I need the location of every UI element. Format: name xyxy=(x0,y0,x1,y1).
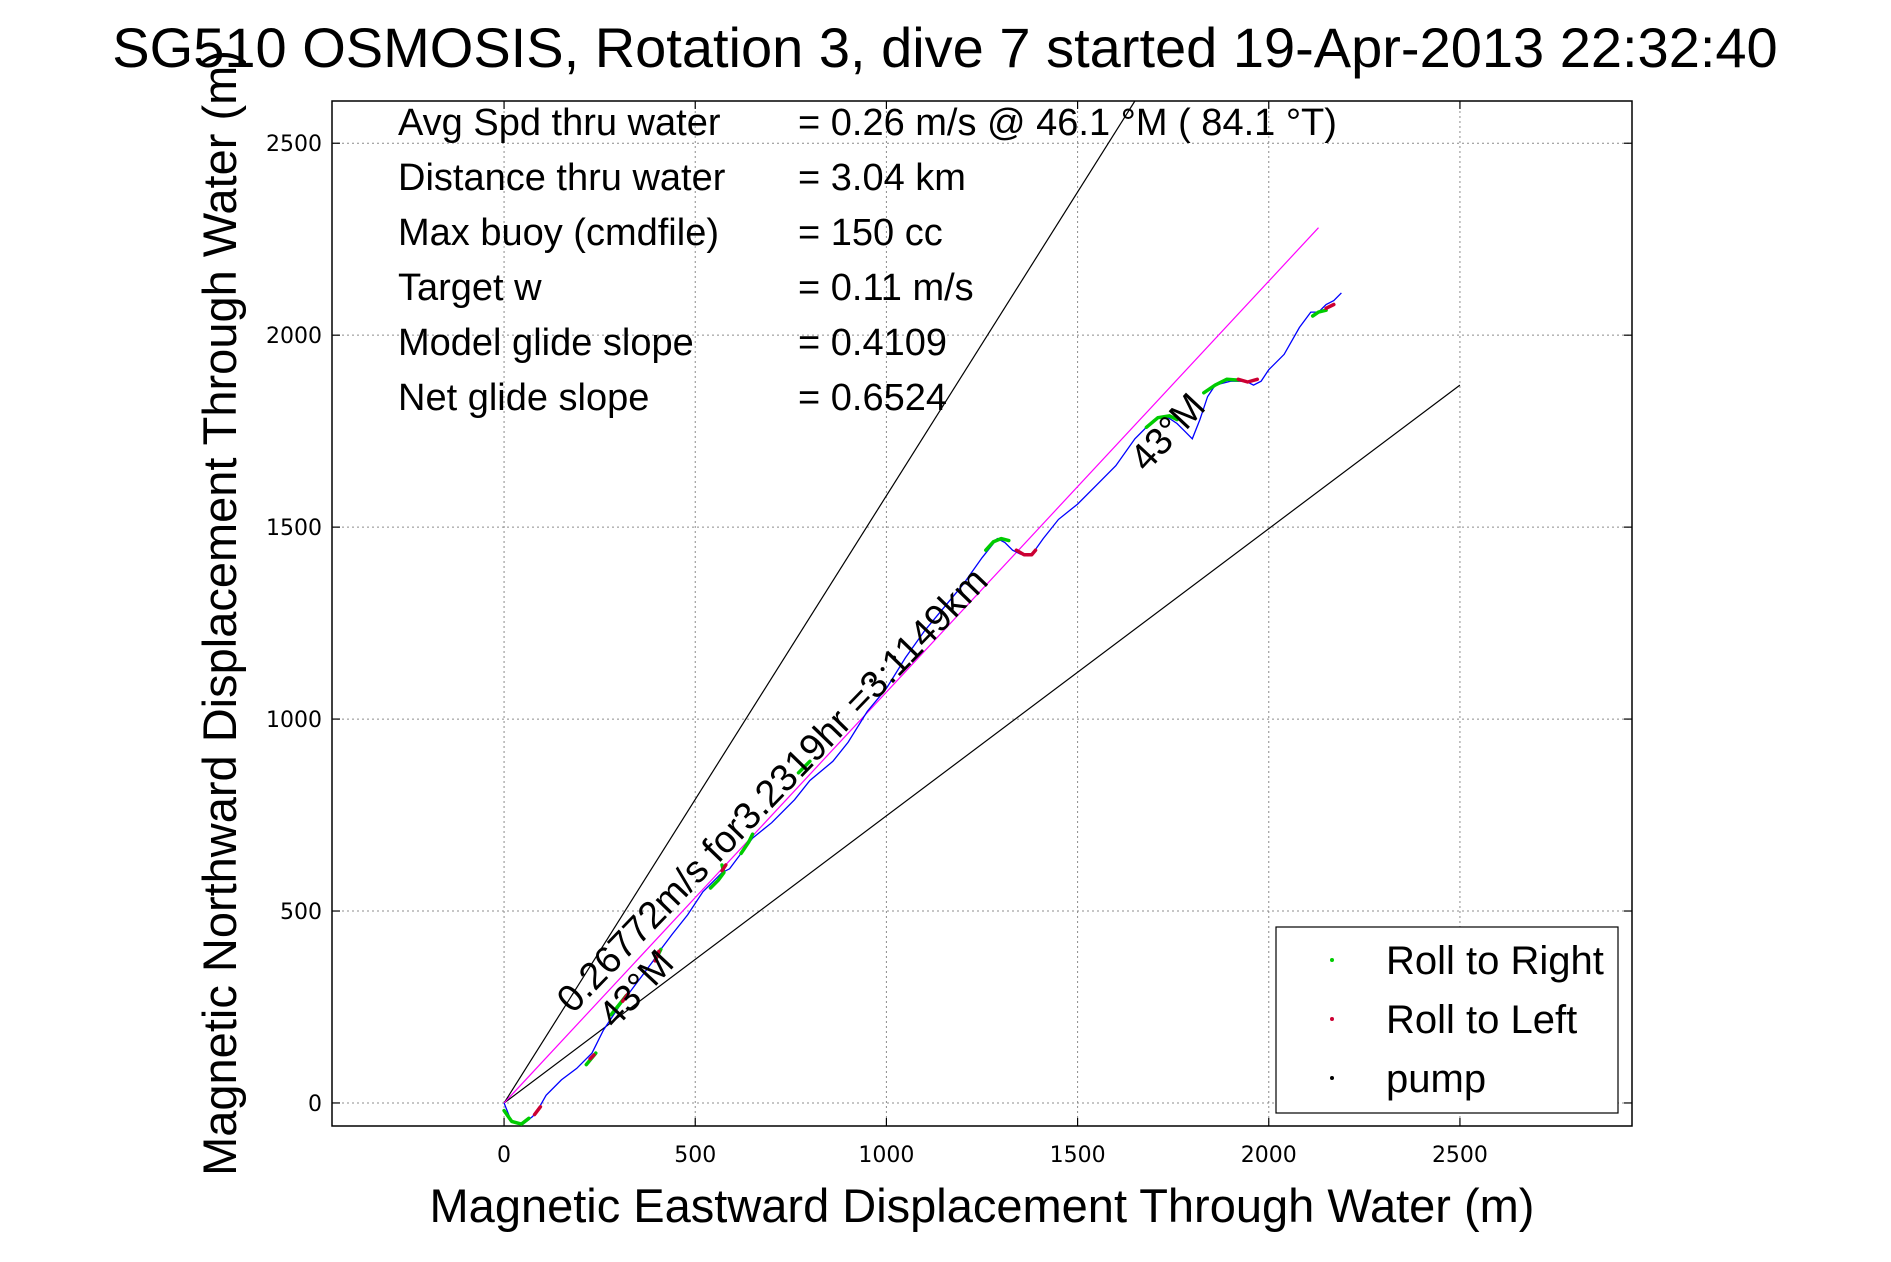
roll-right-segment xyxy=(984,536,1011,552)
x-axis-label: Magnetic Eastward Displacement Through W… xyxy=(430,1179,1535,1232)
stats-block: Avg Spd thru water = 0.26 m/s @ 46.1 °M (… xyxy=(398,102,1337,419)
y-tick-label: 2000 xyxy=(266,324,322,349)
stat-value: = 3.04 km xyxy=(798,157,966,199)
bearing-reference-line xyxy=(503,384,1461,1104)
stat-value: = 0.26 m/s @ 46.1 °M ( 84.1 °T) xyxy=(798,102,1337,144)
x-tick-label: 0 xyxy=(497,1143,511,1168)
roll-left-segment xyxy=(1236,377,1260,384)
roll-left-segment xyxy=(653,949,661,963)
x-tick-label: 2000 xyxy=(1241,1143,1297,1168)
y-tick-label: 0 xyxy=(308,1092,322,1117)
stat-value: = 0.6524 xyxy=(798,377,947,419)
grid-lines xyxy=(332,101,1632,1126)
legend-entry: Roll to Left xyxy=(1386,998,1577,1042)
stat-value: = 0.4109 xyxy=(798,322,947,364)
pump-point xyxy=(892,655,897,660)
stat-label: Avg Spd thru water xyxy=(398,102,721,144)
roll-right-segment xyxy=(1202,377,1240,395)
stat-label: Model glide slope xyxy=(398,322,694,364)
legend-marker xyxy=(1330,958,1334,962)
reference-lines xyxy=(503,100,1461,1104)
stat-label: Max buoy (cmdfile) xyxy=(398,212,719,254)
pump-point xyxy=(869,678,874,683)
stat-value: = 150 cc xyxy=(798,212,943,254)
legend-entry: pump xyxy=(1386,1057,1486,1101)
roll-left-segment xyxy=(720,863,728,873)
y-tick-label: 1000 xyxy=(266,708,322,733)
roll-right-segment xyxy=(796,759,812,775)
legend-marker xyxy=(1330,1017,1334,1021)
stat-label: Net glide slope xyxy=(398,377,649,419)
chart-title: SG510 OSMOSIS, Rotation 3, dive 7 starte… xyxy=(112,16,1777,79)
roll-left-segment xyxy=(1014,548,1038,557)
y-axis-label: Magnetic Northward Displacement Through … xyxy=(193,50,246,1176)
x-tick-label: 1000 xyxy=(858,1143,914,1168)
bearing-reference-line xyxy=(503,100,1136,1104)
roll-right-segment xyxy=(1144,414,1179,430)
legend-entry: Roll to Right xyxy=(1386,939,1604,983)
roll-left-segment xyxy=(620,991,631,1003)
legend: Roll to Right Roll to Left pump xyxy=(1275,926,1619,1114)
y-ticks: 0 500 1000 1500 2000 2500 xyxy=(266,132,1632,1117)
x-ticks: 0 500 1000 1500 2000 2500 xyxy=(497,101,1488,1168)
roll-right-segment xyxy=(1310,308,1328,318)
x-tick-label: 2500 xyxy=(1432,1143,1488,1168)
x-tick-label: 500 xyxy=(674,1143,716,1168)
y-tick-label: 2500 xyxy=(266,132,322,157)
stat-label: Distance thru water xyxy=(398,157,726,199)
roll-right-segment xyxy=(502,1108,531,1126)
y-tick-label: 500 xyxy=(280,900,322,925)
roll-right-segment xyxy=(739,832,755,856)
y-tick-label: 1500 xyxy=(266,516,322,541)
roll-left-segment xyxy=(1324,302,1336,311)
x-tick-label: 1500 xyxy=(1050,1143,1106,1168)
roll-left-segment xyxy=(532,1105,543,1117)
stat-value: = 0.11 m/s xyxy=(798,267,974,309)
roll-left-segment xyxy=(588,1053,596,1061)
stat-label: Target w xyxy=(398,267,542,309)
pump-point xyxy=(880,667,885,672)
series-layer xyxy=(502,292,1342,1126)
legend-marker xyxy=(1330,1076,1334,1080)
mean-track-line xyxy=(503,227,1319,1104)
